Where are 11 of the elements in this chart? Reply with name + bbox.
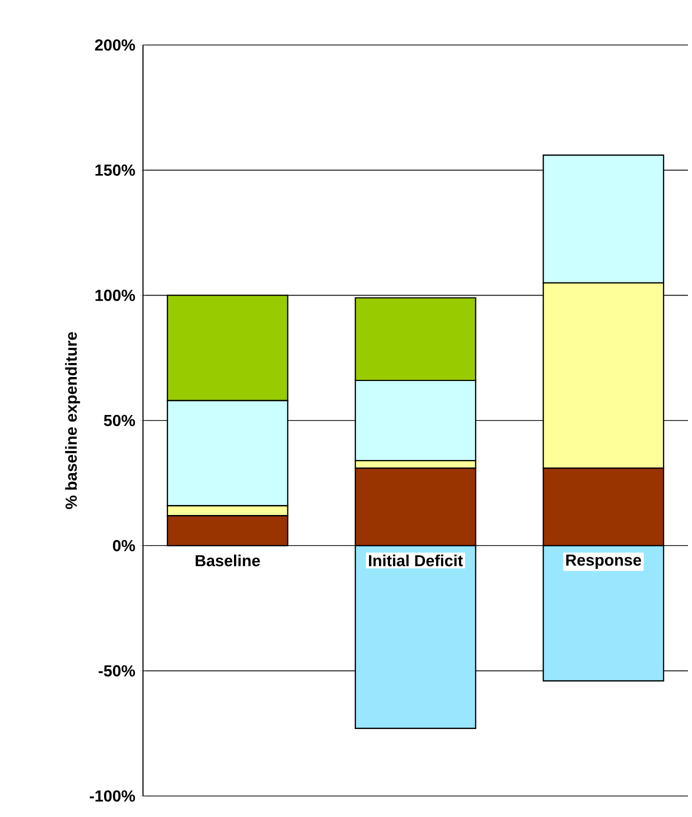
y-tick-label: 100%: [96, 290, 136, 301]
y-tick-label: -50%: [98, 665, 136, 676]
x-tick-label: Initial Deficit: [368, 554, 463, 566]
x-tick-label: Baseline: [196, 554, 260, 566]
y-tick-label: 50%: [104, 414, 136, 426]
y-tick-label: 150%: [96, 164, 136, 176]
x-tick-label: Response: [566, 554, 642, 569]
y-tick-label: 0%: [112, 540, 136, 552]
y-tick-label: 200%: [95, 39, 136, 51]
y-tick-label: -100%: [90, 790, 136, 802]
y-axis-title: % baseline expenditure: [65, 332, 80, 510]
